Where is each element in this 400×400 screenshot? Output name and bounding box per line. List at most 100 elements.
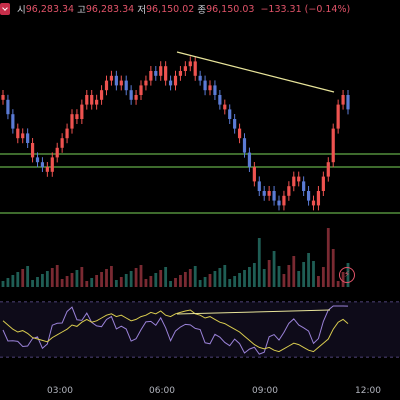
candle-body	[297, 176, 301, 182]
candle-body	[144, 80, 148, 86]
volume-bar	[252, 263, 256, 287]
candle-body	[173, 75, 178, 86]
candle-body	[316, 191, 321, 206]
volume-bar	[144, 279, 148, 287]
candle-body	[6, 99, 10, 115]
candle-body	[213, 85, 217, 95]
change-value: −133.31 (−0.14%)	[260, 3, 351, 15]
candle-body	[203, 80, 207, 91]
volume-bar	[208, 274, 212, 287]
volume-bar	[272, 251, 276, 287]
volume-bar	[188, 269, 192, 287]
x-tick-label: 06:00	[149, 386, 175, 396]
volume-bar	[238, 273, 241, 287]
high-value: 96,283.34	[85, 3, 135, 15]
candle-body	[99, 90, 104, 100]
ohlc-legend: 시 96,283.34 고 96,283.34 저 96,150.02 종 96,150…	[0, 1, 350, 17]
rsi-trend-line	[176, 309, 331, 315]
candle-body	[109, 75, 114, 81]
volume-bar	[90, 278, 94, 287]
candle-body	[292, 176, 296, 187]
volume-bar	[21, 269, 25, 287]
volume-bar	[16, 272, 20, 287]
volume-bar	[317, 276, 320, 287]
candle-body	[233, 119, 237, 129]
candle-body	[1, 95, 5, 100]
volume-bar	[193, 266, 197, 287]
volume-bar	[6, 278, 10, 287]
volume-bar	[307, 253, 310, 287]
rsi-line	[2, 305, 349, 355]
high-label: 고	[77, 5, 86, 16]
candle-body	[326, 162, 330, 177]
volume-bar	[149, 276, 153, 287]
volume-bar	[60, 279, 64, 287]
volume-bar	[31, 280, 34, 287]
volume-bar	[45, 271, 49, 287]
candle-body	[321, 176, 325, 191]
volume-bar	[65, 276, 69, 287]
candle-body	[277, 200, 281, 206]
volume-bar	[100, 272, 103, 287]
candle-body	[237, 128, 242, 139]
candle-body	[252, 167, 256, 182]
candle-body	[85, 95, 89, 105]
open-label: 시	[17, 5, 26, 16]
volume-bar	[336, 281, 340, 287]
volume-bar	[11, 275, 15, 287]
candle-body	[129, 90, 133, 100]
volume-bar	[159, 270, 163, 287]
volume-bar	[223, 265, 227, 287]
candle-body	[208, 85, 212, 91]
volume-bar	[297, 271, 301, 287]
rsi-ma-line	[2, 309, 349, 353]
volume-bar	[124, 274, 128, 287]
open-value: 96,283.34	[25, 3, 75, 15]
volume-bar	[80, 267, 84, 287]
candle-body	[40, 162, 45, 167]
candle-body	[45, 167, 49, 172]
volume-bar	[213, 271, 217, 287]
volume-bar	[36, 277, 39, 287]
candle-body	[183, 66, 187, 71]
volume-bar	[119, 277, 123, 287]
candle-body	[302, 181, 306, 191]
candle-body	[272, 191, 276, 201]
candle-body	[35, 157, 40, 163]
low-value: 96,150.02	[145, 3, 195, 15]
volume-bar	[179, 275, 182, 287]
volume-bar	[70, 273, 74, 287]
candle-body	[139, 85, 143, 95]
x-tick-label: 12:00	[355, 386, 381, 396]
candle-body	[30, 143, 35, 158]
volume-bar	[198, 280, 202, 287]
candle-body	[70, 114, 74, 129]
volume-bar	[55, 265, 59, 287]
candle-body	[159, 66, 163, 76]
volume-bar	[312, 261, 315, 287]
candle-body	[242, 138, 247, 153]
candle-body	[198, 75, 202, 81]
volume-bar	[203, 277, 207, 287]
chevron-down-icon[interactable]	[0, 3, 10, 15]
volume-bar	[26, 266, 30, 287]
volume-bar	[164, 267, 168, 287]
volume-bar	[248, 267, 251, 287]
candle-body	[331, 128, 335, 163]
candle-body	[119, 80, 123, 86]
volume-bar	[282, 274, 286, 287]
candle-body	[164, 66, 168, 81]
volume-bar	[129, 271, 133, 287]
candle-body	[223, 104, 227, 110]
volume-bar	[233, 276, 237, 287]
candle-body	[149, 71, 153, 81]
candle-body	[90, 95, 94, 105]
candle-body	[16, 128, 20, 139]
candle-body	[282, 195, 286, 206]
volume-bar	[267, 260, 271, 287]
candle-body	[193, 61, 197, 76]
lightning-icon[interactable]: ⚡	[339, 267, 355, 283]
volume-bar	[287, 265, 291, 287]
candle-body	[306, 191, 311, 201]
